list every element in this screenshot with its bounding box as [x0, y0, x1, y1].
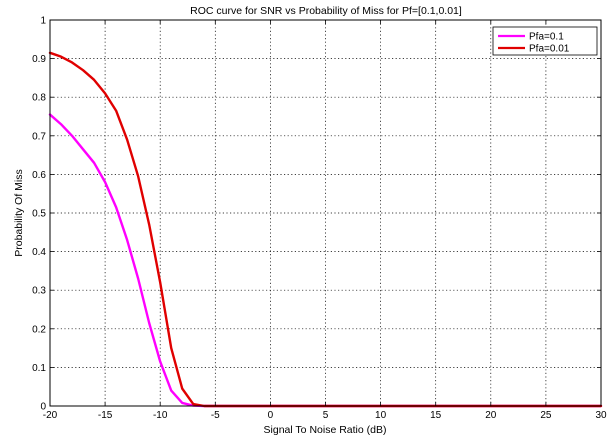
x-tick-label: 15	[430, 410, 442, 421]
x-tick-labels: -20 -15 -10 -5 0 5 10 15 20 25 30	[43, 410, 607, 421]
x-tick-label: 20	[485, 410, 497, 421]
y-axis-label: Probability Of Miss	[13, 169, 25, 257]
y-tick-label: 0.8	[32, 93, 46, 104]
y-tick-label: 0.9	[32, 54, 46, 65]
x-tick-label: 5	[323, 410, 329, 421]
y-tick-label: 0.5	[32, 209, 46, 220]
y-tick-label: 0.2	[32, 324, 46, 335]
legend: Pfa=0.1 Pfa=0.01	[493, 27, 597, 55]
y-tick-label: 0.4	[32, 247, 46, 258]
y-tick-label: 0.6	[32, 170, 46, 181]
x-tick-label: -5	[211, 410, 220, 421]
y-tick-label: 1	[40, 16, 46, 27]
x-tick-label: -10	[153, 410, 168, 421]
y-tick-label: 0.7	[32, 131, 46, 142]
x-tick-label: -15	[98, 410, 113, 421]
chart-title: ROC curve for SNR vs Probability of Miss…	[190, 5, 462, 17]
x-tick-label: 25	[540, 410, 552, 421]
y-tick-label: 0.3	[32, 286, 46, 297]
legend-entry-pfa-0-1: Pfa=0.1	[529, 32, 564, 43]
y-tick-label: 0.1	[32, 363, 46, 374]
x-tick-label: 0	[268, 410, 274, 421]
y-tick-labels: 0 0.1 0.2 0.3 0.4 0.5 0.6 0.7 0.8 0.9 1	[32, 16, 46, 413]
y-tick-label: 0	[40, 402, 46, 413]
x-tick-label: 30	[595, 410, 607, 421]
x-tick-label: 10	[375, 410, 387, 421]
x-axis-label: Signal To Noise Ratio (dB)	[264, 424, 387, 436]
legend-entry-pfa-0-01: Pfa=0.01	[529, 44, 570, 55]
